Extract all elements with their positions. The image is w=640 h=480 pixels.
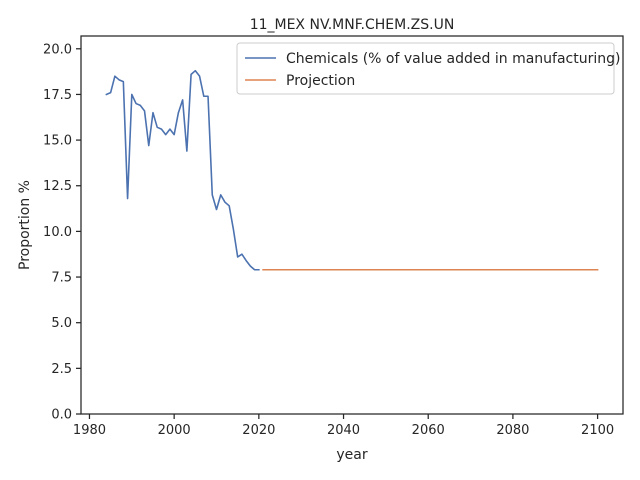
y-tick-label: 17.5 bbox=[43, 88, 72, 103]
legend-box bbox=[236, 42, 615, 95]
chart-title: 11_MEX NV.MNF.CHEM.ZS.UN bbox=[250, 17, 455, 33]
y-tick-label: 12.5 bbox=[43, 179, 72, 194]
y-tick-label: 20.0 bbox=[43, 42, 72, 57]
series-layer bbox=[105, 69, 599, 271]
y-tick-label: 10.0 bbox=[43, 225, 72, 240]
y-axis-label: Proportion % bbox=[17, 180, 33, 270]
x-tick-label: 1980 bbox=[73, 423, 106, 438]
y-axis: 0.0 2.5 5.0 7.5 10.0 12.5 15.0 17.5 20.0 bbox=[43, 42, 81, 423]
plot-area-frame bbox=[80, 35, 624, 415]
legend: Chemicals (% of value added in manufactu… bbox=[236, 42, 620, 95]
y-tick-label: 2.5 bbox=[51, 362, 72, 377]
y-tick-label: 0.0 bbox=[51, 408, 72, 423]
legend-label-projection: Projection bbox=[286, 73, 355, 89]
y-tick-label: 5.0 bbox=[51, 316, 72, 331]
series-line-chemicals bbox=[105, 69, 260, 271]
x-tick-label: 2000 bbox=[158, 423, 191, 438]
y-tick-label: 15.0 bbox=[43, 134, 72, 149]
x-tick-label: 2060 bbox=[412, 423, 445, 438]
x-tick-label: 2080 bbox=[496, 423, 529, 438]
legend-label-chemicals: Chemicals (% of value added in manufactu… bbox=[286, 51, 620, 67]
y-tick-label: 7.5 bbox=[51, 271, 72, 286]
x-axis-label: year bbox=[336, 447, 367, 463]
x-tick-label: 2040 bbox=[327, 423, 360, 438]
x-tick-label: 2020 bbox=[242, 423, 275, 438]
x-tick-label: 2100 bbox=[581, 423, 614, 438]
x-axis: 1980 2000 2020 2040 2060 2080 2100 bbox=[73, 414, 614, 438]
